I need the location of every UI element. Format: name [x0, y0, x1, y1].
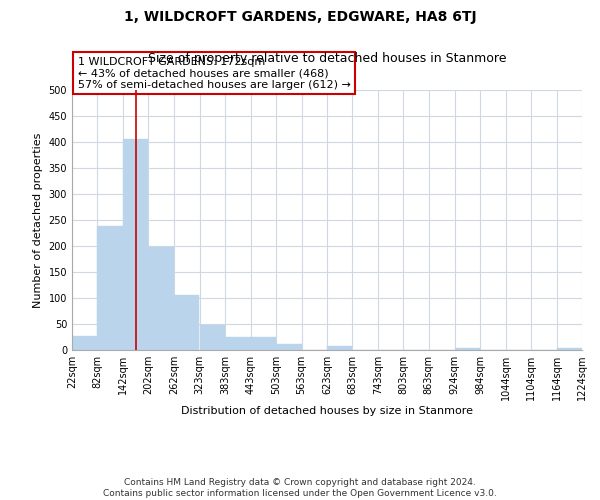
Bar	[455, 348, 480, 350]
Bar	[557, 348, 582, 350]
Text: 1, WILDCROFT GARDENS, EDGWARE, HA8 6TJ: 1, WILDCROFT GARDENS, EDGWARE, HA8 6TJ	[124, 10, 476, 24]
Bar	[72, 336, 97, 350]
Bar	[327, 346, 352, 350]
Bar	[225, 337, 251, 350]
Text: 1 WILDCROFT GARDENS: 172sqm
← 43% of detached houses are smaller (468)
57% of se: 1 WILDCROFT GARDENS: 172sqm ← 43% of det…	[77, 57, 350, 90]
Bar	[123, 140, 148, 350]
Bar	[174, 296, 199, 350]
Bar	[97, 226, 123, 350]
Bar	[251, 337, 276, 350]
X-axis label: Distribution of detached houses by size in Stanmore: Distribution of detached houses by size …	[181, 406, 473, 416]
Y-axis label: Number of detached properties: Number of detached properties	[33, 132, 43, 308]
Bar	[148, 247, 174, 350]
Bar	[200, 325, 225, 350]
Bar	[276, 344, 302, 350]
Text: Contains HM Land Registry data © Crown copyright and database right 2024.
Contai: Contains HM Land Registry data © Crown c…	[103, 478, 497, 498]
Title: Size of property relative to detached houses in Stanmore: Size of property relative to detached ho…	[148, 52, 506, 65]
